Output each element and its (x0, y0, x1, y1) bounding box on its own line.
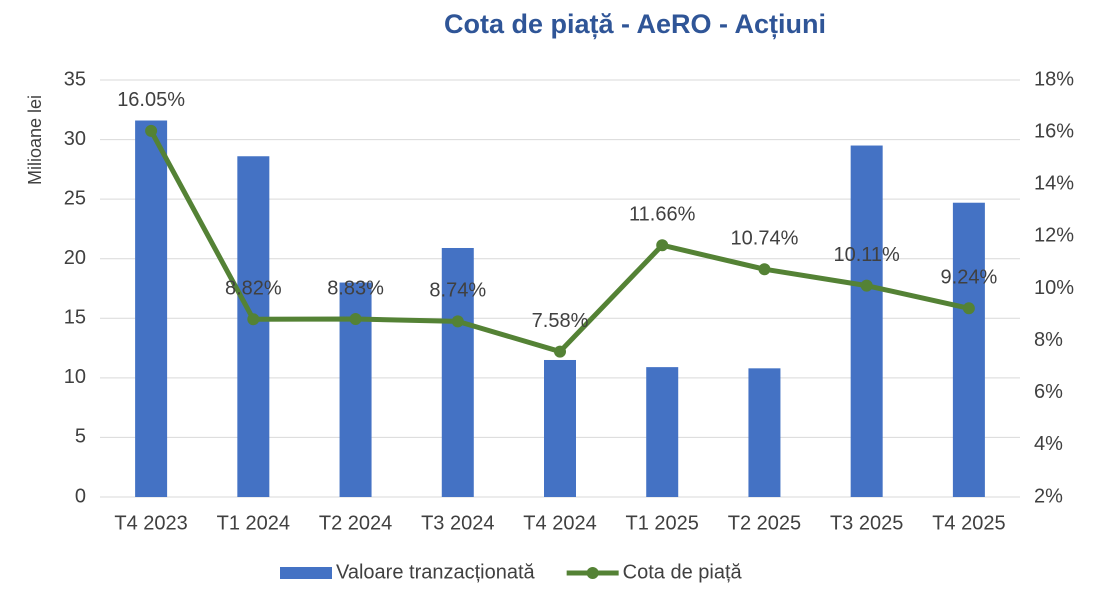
bar (135, 120, 168, 497)
line-marker (349, 312, 362, 325)
bar (441, 247, 474, 497)
x-tick-label: T2 2025 (728, 512, 801, 534)
data-label: 9.24% (941, 267, 998, 289)
y-tick-label: 5 (75, 426, 86, 448)
y2-tick-label: 10% (1034, 277, 1074, 299)
line-marker (962, 302, 975, 315)
y2-tick-label: 16% (1034, 120, 1074, 142)
y2-tick-label: 14% (1034, 173, 1074, 195)
bar (544, 359, 576, 497)
x-tick-label: T2 2024 (319, 512, 392, 534)
bar (850, 145, 883, 497)
x-tick-label: T3 2024 (421, 512, 494, 534)
line-marker (554, 345, 566, 358)
legend-swatch (280, 567, 332, 579)
legend-label: Cota de piață (623, 561, 743, 583)
data-label: 10.11% (833, 244, 900, 266)
bar (748, 368, 781, 497)
bar (237, 156, 270, 497)
line-marker (145, 124, 158, 137)
y-tick-label: 35 (64, 68, 86, 90)
data-label: 8.83% (327, 277, 384, 299)
x-tick-label: T4 2025 (932, 512, 1005, 534)
y-tick-label: 10 (64, 366, 86, 388)
data-label: 16.05% (117, 89, 185, 111)
y2-tick-label: 2% (1034, 485, 1063, 507)
y-tick-label: 30 (64, 128, 86, 150)
x-tick-label: T3 2025 (830, 512, 903, 534)
y2-tick-label: 8% (1034, 329, 1063, 351)
data-label: 8.74% (429, 280, 486, 302)
y-axis-label: Milioane lei (25, 95, 45, 185)
y-tick-label: 15 (64, 307, 86, 329)
chart-title: Cota de piață - AeRO - Acțiuni (444, 9, 826, 39)
y-tick-label: 0 (75, 485, 86, 507)
legend-swatch (586, 567, 599, 579)
y2-tick-label: 12% (1034, 225, 1074, 247)
x-tick-label: T4 2023 (114, 512, 187, 534)
data-label: 10.74% (731, 227, 799, 249)
bar (952, 202, 985, 497)
y2-tick-label: 4% (1034, 433, 1063, 455)
x-tick-label: T4 2024 (523, 512, 596, 534)
data-label: 8.82% (225, 278, 282, 300)
legend-label: Valoare tranzacționată (336, 561, 536, 583)
y-tick-label: 25 (64, 187, 86, 209)
bar (646, 367, 679, 497)
y2-tick-label: 6% (1034, 381, 1063, 403)
line-marker (247, 313, 260, 326)
line-marker (758, 263, 771, 276)
line-marker (860, 279, 873, 292)
data-label: 7.58% (532, 310, 589, 332)
data-label: 11.66% (629, 204, 696, 226)
line-marker (656, 239, 669, 252)
y2-tick-label: 18% (1034, 68, 1074, 90)
x-tick-label: T1 2025 (626, 512, 699, 534)
x-tick-label: T1 2024 (217, 512, 290, 534)
line-marker (451, 315, 464, 328)
y-tick-label: 20 (64, 247, 86, 269)
